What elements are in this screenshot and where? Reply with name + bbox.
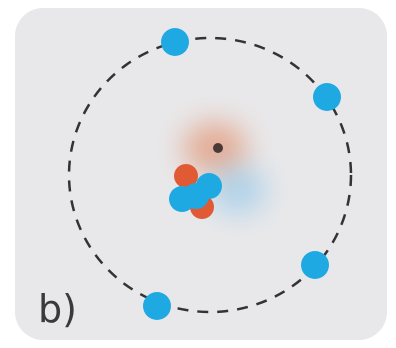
atom-diagram: b): [0, 0, 396, 348]
panel-label: b): [38, 287, 77, 331]
electron: [301, 251, 329, 279]
electron: [161, 28, 189, 56]
page: b) (() => { const data = JSON.parse(docu…: [0, 0, 396, 348]
neutron: [196, 173, 222, 199]
electron: [313, 83, 341, 111]
electron: [143, 292, 171, 320]
nucleus-center: [213, 143, 223, 153]
